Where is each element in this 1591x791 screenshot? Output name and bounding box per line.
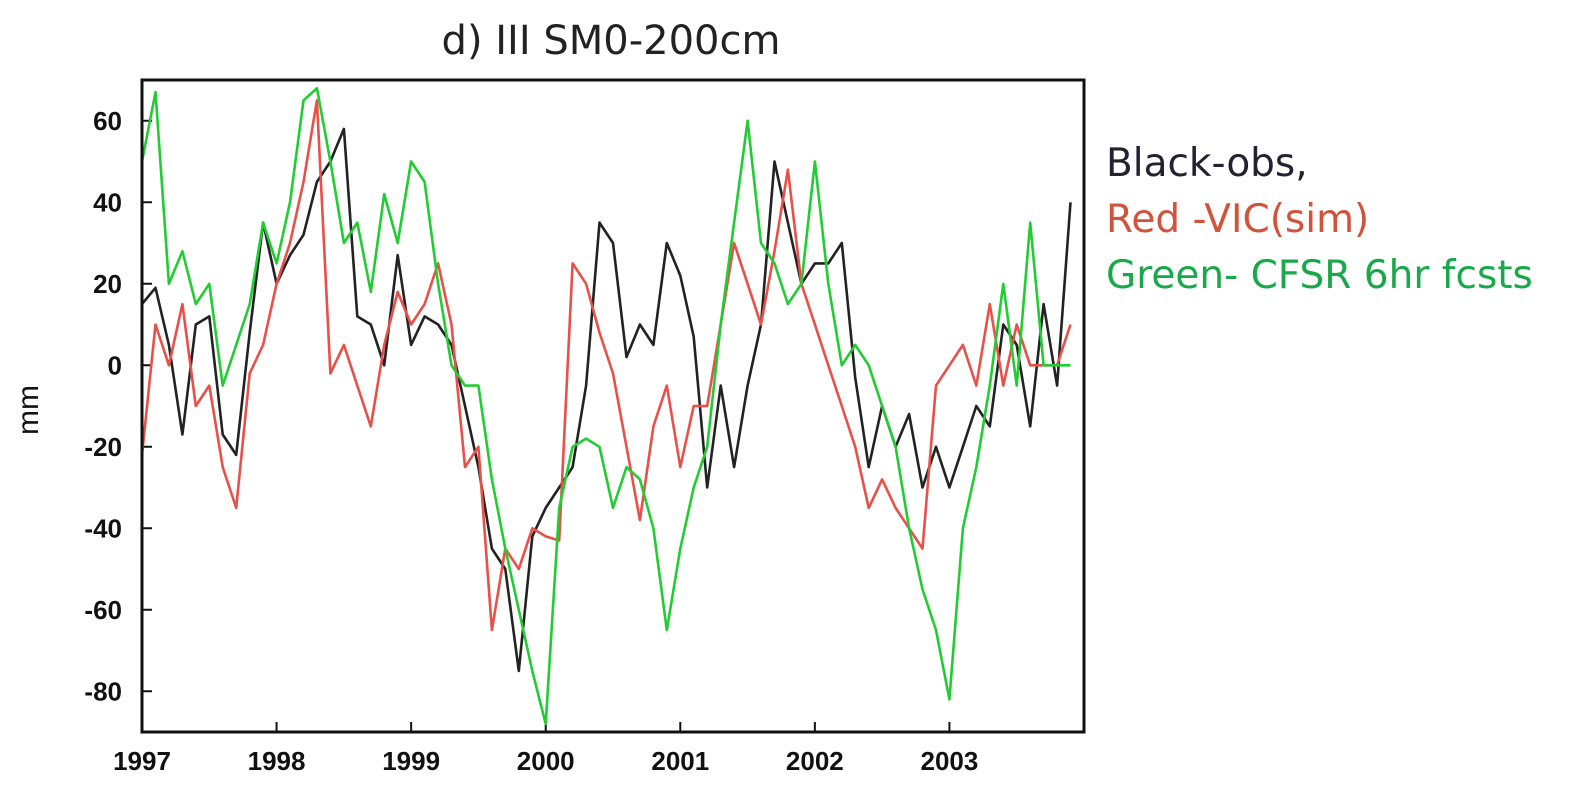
y-tick-label: 40	[93, 187, 122, 217]
series-line-obs	[142, 127, 1072, 673]
legend-entry-green: Green- CFSR 6hr fcsts	[1106, 253, 1533, 298]
legend-entry-red: Red -VIC(sim)	[1106, 197, 1370, 242]
series-group	[142, 86, 1072, 726]
chart-title: d) III SM0-200cm	[442, 18, 781, 64]
y-tick-label: -20	[84, 432, 122, 462]
y-tick-label: -80	[84, 676, 122, 706]
y-tick-label: 60	[93, 106, 122, 136]
x-tick-label: 1997	[113, 746, 171, 776]
y-tick-label: -60	[84, 595, 122, 625]
series-line-vic	[142, 99, 1072, 632]
y-tick-label: 0	[108, 350, 122, 380]
x-tick-label: 2000	[517, 746, 575, 776]
legend-entry-black: Black-obs,	[1106, 141, 1308, 186]
legend: Black-obs, Red -VIC(sim) Green- CFSR 6hr…	[1106, 136, 1533, 304]
y-ticks: 60 40 20 0 -20 -40 -60 -80	[84, 106, 152, 706]
y-tick-label: -40	[84, 513, 122, 543]
plot-area-frame	[140, 78, 1086, 734]
x-tick-label: 1999	[382, 746, 440, 776]
x-tick-label: 2001	[651, 746, 709, 776]
x-ticks: 1997 1998 1999 2000 2001 2002 2003	[113, 722, 978, 776]
y-axis-label: mm	[12, 385, 45, 435]
x-tick-label: 2002	[786, 746, 844, 776]
series-line-cfsr	[142, 86, 1071, 726]
y-tick-label: 20	[93, 269, 122, 299]
x-tick-label: 1998	[248, 746, 306, 776]
x-tick-label: 2003	[921, 746, 979, 776]
